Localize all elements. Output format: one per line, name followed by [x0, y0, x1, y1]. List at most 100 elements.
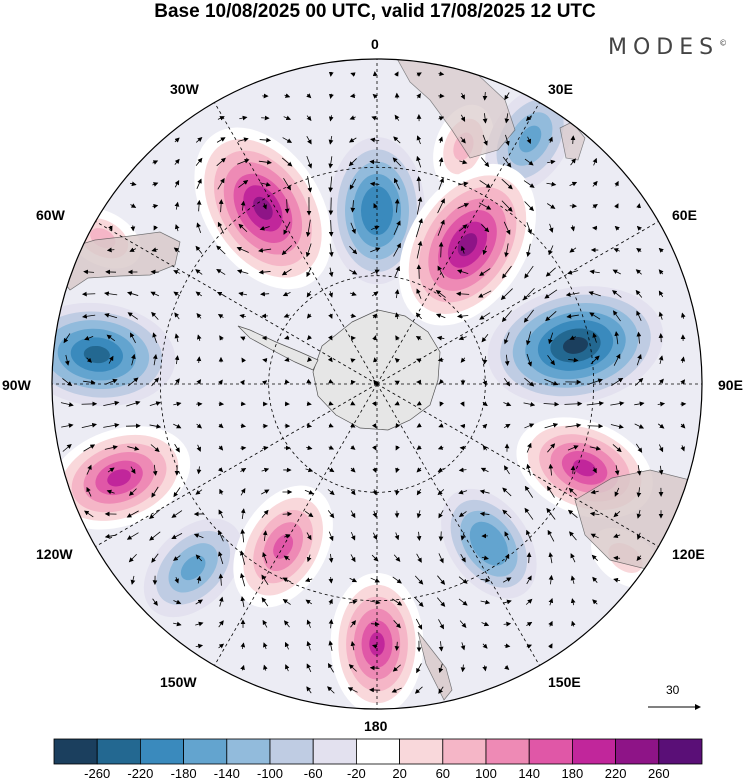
- wind-vector: [416, 288, 422, 299]
- wind-vector: [458, 467, 467, 473]
- wind-vector: [349, 246, 358, 255]
- wind-vector: [435, 313, 446, 319]
- wind-vector: [415, 618, 423, 630]
- wind-vector: [128, 553, 137, 563]
- wind-vector: [636, 354, 642, 366]
- wind-vector: [547, 485, 555, 498]
- wind-vector: [416, 467, 422, 473]
- wind-vector: [658, 355, 664, 365]
- wind-vector: [634, 401, 645, 407]
- wind-vector: [173, 401, 182, 407]
- wind-vector: [328, 640, 334, 651]
- wind-vector: [394, 641, 400, 651]
- wind-vector: [240, 423, 247, 429]
- wind-vector: [636, 487, 642, 498]
- wind-vector: [240, 596, 246, 608]
- wind-vector: [393, 136, 401, 144]
- wind-vector: [680, 312, 686, 319]
- wind-vector: [283, 115, 292, 121]
- wind-vector: [195, 269, 203, 275]
- wind-vector: [306, 290, 312, 298]
- wind-vector: [394, 400, 400, 406]
- wind-vector: [150, 269, 159, 275]
- wind-vector: [680, 379, 686, 385]
- wind-vector: [482, 401, 488, 407]
- wind-vector: [104, 313, 118, 319]
- wind-vector: [327, 662, 334, 673]
- wind-vector: [571, 620, 576, 627]
- wind-vector: [394, 265, 400, 278]
- wind-vector: [259, 137, 272, 143]
- wind-vector: [149, 401, 161, 406]
- wind-vector: [195, 489, 203, 495]
- wind-vector: [547, 159, 556, 165]
- wind-vector: [544, 422, 559, 429]
- lon-label-120e: 120E: [672, 546, 705, 562]
- wind-vector: [567, 270, 579, 275]
- wind-vector: [393, 177, 400, 190]
- wind-vector: [216, 245, 226, 255]
- wind-vector: [570, 553, 576, 563]
- wind-vector: [460, 92, 465, 100]
- wind-vector: [127, 377, 139, 387]
- colorbar-tick-label: 100: [475, 766, 497, 781]
- wind-vector: [218, 379, 223, 385]
- wind-vector: [151, 247, 158, 253]
- wind-vector: [195, 245, 203, 254]
- brand-name: MODES: [608, 35, 720, 60]
- colorbar-tick-label: -220: [127, 766, 154, 781]
- colorbar-swatch: [226, 738, 271, 765]
- wind-vector: [370, 225, 380, 231]
- wind-vector: [152, 464, 158, 476]
- wind-vector: [568, 357, 579, 363]
- wind-vector: [349, 291, 357, 297]
- wind-vector: [282, 137, 293, 143]
- wind-vector: [587, 378, 603, 385]
- wind-vector: [350, 467, 356, 473]
- wind-vector: [391, 687, 402, 693]
- wind-vector: [505, 134, 510, 146]
- wind-vector: [504, 553, 510, 562]
- wind-vector: [151, 553, 159, 563]
- wind-vector: [218, 573, 224, 586]
- wind-vector: [460, 642, 466, 651]
- wind-vector: [482, 445, 488, 451]
- wind-vector: [526, 442, 532, 453]
- wind-vector: [173, 555, 181, 561]
- wind-vector: [282, 291, 291, 297]
- colorbar-swatch: [355, 738, 400, 765]
- wind-vector: [369, 181, 380, 187]
- wind-vector: [567, 445, 579, 451]
- wind-vector: [458, 511, 467, 518]
- wind-vector: [416, 663, 422, 674]
- wind-vector: [567, 509, 578, 519]
- wind-vector: [525, 598, 533, 605]
- wind-vector: [81, 401, 98, 407]
- wind-vector: [460, 114, 466, 122]
- wind-vector: [395, 467, 400, 474]
- wind-vector: [284, 379, 290, 384]
- wind-vector: [216, 291, 225, 297]
- wind-vector: [456, 313, 469, 319]
- wind-vector: [217, 221, 225, 234]
- wind-vector: [284, 534, 291, 539]
- colorbar-tick-label: 220: [604, 766, 627, 781]
- wind-vector: [283, 313, 290, 318]
- wind-vector: [327, 356, 333, 363]
- wind-vector: [282, 511, 293, 517]
- wind-vector: [348, 158, 357, 167]
- map-title: Base 10/08/2025 00 UTC, valid 17/08/2025…: [154, 1, 596, 22]
- wind-vector: [86, 464, 92, 475]
- wind-vector: [501, 310, 512, 323]
- wind-vector: [217, 178, 225, 190]
- wind-vectors: [60, 71, 687, 694]
- wind-vector: [458, 489, 468, 495]
- wind-vector: [588, 291, 601, 297]
- wind-vector: [305, 243, 312, 258]
- wind-vector: [526, 529, 532, 542]
- wind-vector: [416, 93, 422, 99]
- wind-vector: [240, 488, 246, 496]
- lon-label-150w: 150W: [160, 674, 197, 690]
- wind-vector: [349, 93, 356, 99]
- wind-vector: [328, 553, 334, 563]
